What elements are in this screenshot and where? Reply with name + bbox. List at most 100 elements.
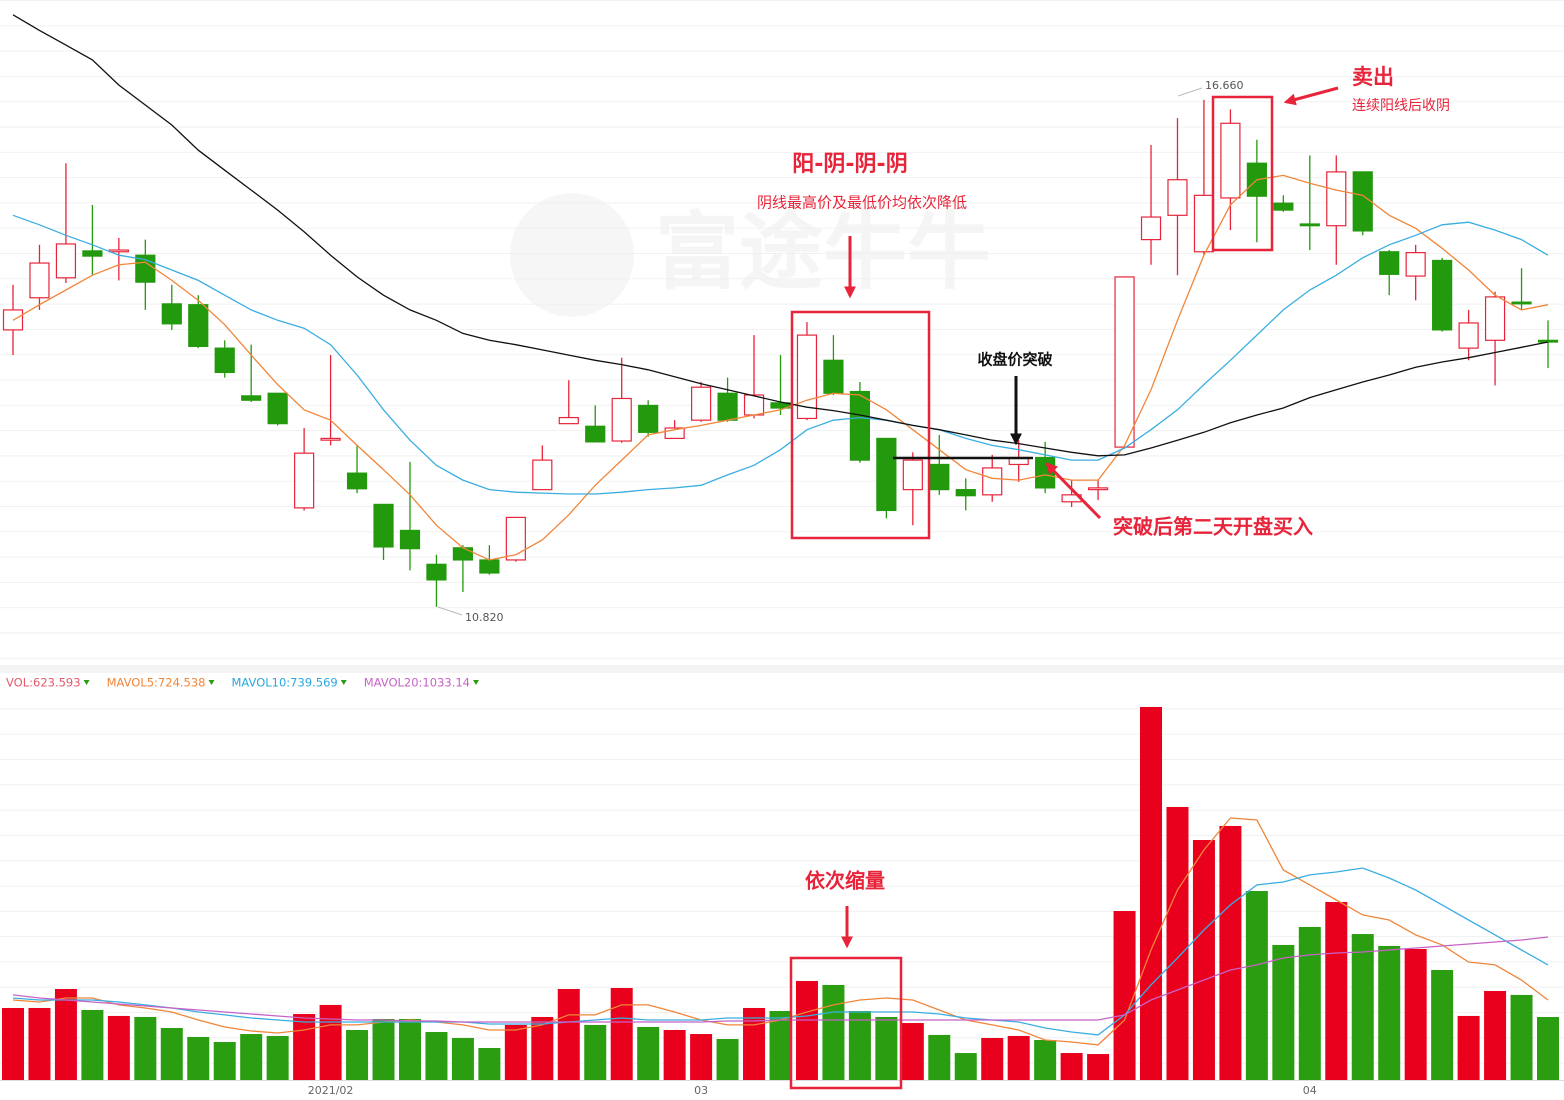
volume-bar bbox=[504, 1024, 527, 1080]
candle-body bbox=[585, 425, 606, 443]
volume-bar bbox=[1060, 1053, 1083, 1080]
volume-note: 依次缩量 bbox=[805, 869, 885, 893]
volume-bar bbox=[743, 1007, 766, 1080]
volume-bar bbox=[1007, 1035, 1030, 1080]
candle-body bbox=[929, 463, 950, 491]
ma-line bbox=[12, 214, 1549, 495]
volume-bar bbox=[637, 1026, 660, 1080]
candle-body bbox=[294, 452, 315, 509]
watermark-text: 富途牛牛 bbox=[655, 203, 991, 301]
volume-bar bbox=[610, 987, 633, 1080]
volume-bar bbox=[822, 984, 845, 1080]
highlight-box bbox=[1211, 95, 1274, 252]
candle-body bbox=[611, 397, 632, 442]
volume-bar bbox=[478, 1047, 501, 1080]
volume-bar bbox=[981, 1037, 1004, 1080]
volume-bar bbox=[346, 1030, 369, 1080]
volume-bar bbox=[160, 1027, 183, 1080]
candle-body bbox=[796, 334, 818, 420]
candle-body bbox=[161, 303, 182, 325]
candle-body bbox=[1352, 171, 1373, 232]
candle-body bbox=[373, 503, 394, 548]
volume-bar bbox=[690, 1034, 713, 1080]
volume-bar bbox=[213, 1042, 236, 1080]
candle-body bbox=[558, 416, 579, 425]
volume-bar bbox=[531, 1016, 554, 1080]
candle-body bbox=[399, 529, 421, 550]
candle-body bbox=[1273, 202, 1294, 211]
arrow bbox=[1283, 86, 1339, 106]
x-tick-label: 04 bbox=[1303, 1084, 1317, 1097]
candle-body bbox=[320, 437, 341, 441]
candle-body bbox=[505, 516, 526, 561]
leader-line bbox=[1177, 87, 1203, 97]
candle-body bbox=[267, 392, 288, 425]
volume-bar bbox=[451, 1037, 474, 1080]
candle-body bbox=[691, 386, 712, 421]
candle-body bbox=[214, 347, 235, 374]
volume-bar bbox=[293, 1014, 316, 1080]
candle-body bbox=[982, 467, 1003, 496]
candle-body bbox=[1537, 339, 1559, 343]
volume-bar bbox=[81, 1010, 104, 1080]
candle-body bbox=[55, 243, 77, 279]
volume-bar bbox=[1325, 902, 1348, 1080]
volume-bar bbox=[1113, 911, 1136, 1080]
candle-body bbox=[1220, 122, 1241, 199]
ma-line bbox=[12, 174, 1549, 561]
low-label: 10.820 bbox=[465, 611, 504, 624]
volume-bar bbox=[584, 1024, 607, 1080]
pattern-note: 阴线最高价及最低价均依次降低 bbox=[757, 194, 967, 212]
annotations: 阳-阴-阴-阴 阴线最高价及最低价均依次降低 收盘价突破 突破后第二天开盘买入 … bbox=[437, 65, 1450, 1090]
leader-line bbox=[437, 606, 463, 616]
volume-bar bbox=[1457, 1015, 1480, 1080]
ma-line bbox=[12, 936, 1549, 1023]
volume-bar bbox=[2, 1007, 24, 1080]
candle-body bbox=[902, 459, 923, 491]
volume-bar bbox=[1510, 994, 1533, 1080]
volume-bar bbox=[54, 988, 77, 1080]
candle-body bbox=[82, 250, 103, 257]
price-grid bbox=[0, 0, 1564, 665]
candle-body bbox=[1484, 296, 1506, 341]
volume-bar bbox=[1192, 840, 1215, 1080]
legend: VOL:623.593 MAVOL5:724.538 MAVOL10:739.569… bbox=[6, 676, 479, 690]
volume-bar bbox=[1140, 706, 1163, 1080]
volume-bar bbox=[1219, 825, 1242, 1080]
volume-bar bbox=[28, 1007, 51, 1080]
candle-body bbox=[479, 559, 500, 574]
volume-bar bbox=[954, 1053, 977, 1080]
ma-line bbox=[12, 867, 1549, 1036]
buy-label: 突破后第二天开盘买入 bbox=[1113, 515, 1313, 539]
volume-bar bbox=[716, 1038, 739, 1080]
pattern-title: 阳-阴-阴-阴 bbox=[792, 152, 907, 177]
candle-body bbox=[1379, 251, 1400, 275]
candle-body bbox=[452, 547, 474, 561]
legend-entry: MAVOL10:739.569 bbox=[232, 676, 338, 690]
legend-marker bbox=[473, 680, 479, 685]
volume-bar bbox=[266, 1035, 289, 1080]
candle-body bbox=[346, 472, 368, 490]
candle-body bbox=[638, 404, 659, 433]
watermark-logo bbox=[510, 193, 634, 317]
candle-body bbox=[1008, 457, 1029, 466]
volume-bar bbox=[663, 1030, 686, 1080]
candle-body bbox=[1511, 301, 1532, 305]
x-tick-label: 2021/02 bbox=[308, 1084, 354, 1097]
legend-marker bbox=[208, 680, 215, 685]
volume-bar bbox=[319, 1004, 342, 1080]
volume-bar bbox=[928, 1034, 951, 1080]
candle-body bbox=[1140, 216, 1162, 241]
volume-bar bbox=[1484, 991, 1507, 1080]
candle-body bbox=[876, 437, 897, 512]
x-tick-label: 03 bbox=[694, 1084, 708, 1097]
volume-bar bbox=[1272, 944, 1295, 1080]
volume-bar bbox=[1298, 926, 1321, 1080]
volume-bar bbox=[372, 1018, 395, 1080]
volume-bar bbox=[1404, 948, 1427, 1080]
breakout-label: 收盘价突破 bbox=[977, 351, 1052, 369]
candle-body bbox=[532, 459, 553, 491]
candle-body bbox=[108, 249, 129, 253]
